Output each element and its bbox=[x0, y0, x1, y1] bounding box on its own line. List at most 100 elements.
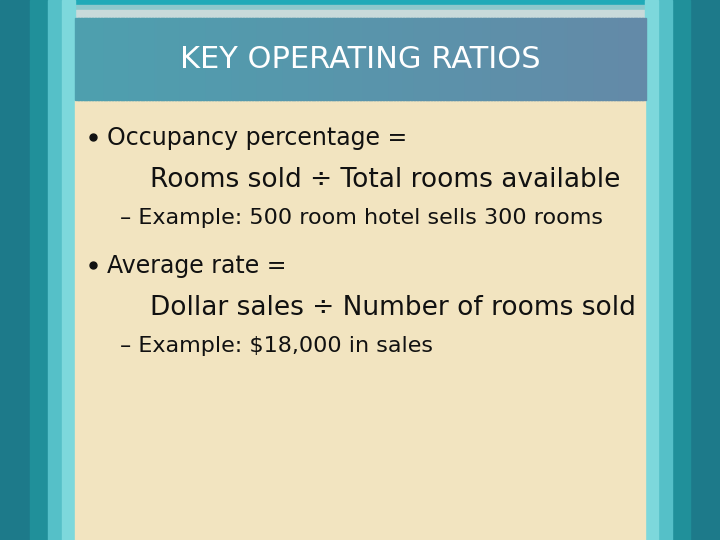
Bar bbox=[269, 18, 273, 100]
Bar bbox=[414, 18, 418, 100]
Bar bbox=[577, 18, 580, 100]
Bar bbox=[323, 18, 327, 100]
Bar bbox=[163, 18, 167, 100]
Bar bbox=[531, 18, 535, 100]
Bar bbox=[369, 18, 372, 100]
Bar bbox=[348, 18, 353, 100]
Bar bbox=[252, 18, 256, 100]
Bar bbox=[351, 18, 355, 100]
Bar bbox=[260, 18, 264, 100]
Bar bbox=[551, 18, 555, 100]
Text: – Example: 500 room hotel sells 300 rooms: – Example: 500 room hotel sells 300 room… bbox=[120, 208, 603, 228]
Bar bbox=[672, 0, 690, 540]
Bar bbox=[505, 18, 509, 100]
Bar bbox=[78, 18, 81, 100]
Bar bbox=[536, 18, 541, 100]
Bar bbox=[75, 18, 79, 100]
Bar bbox=[318, 18, 321, 100]
Bar bbox=[101, 18, 104, 100]
Bar bbox=[616, 18, 621, 100]
Bar bbox=[81, 18, 84, 100]
Bar bbox=[266, 18, 270, 100]
Bar bbox=[217, 18, 221, 100]
Bar bbox=[92, 18, 96, 100]
Bar bbox=[500, 18, 503, 100]
Bar bbox=[366, 18, 369, 100]
Bar bbox=[238, 18, 241, 100]
Bar bbox=[115, 18, 119, 100]
Bar bbox=[548, 18, 552, 100]
Bar bbox=[585, 18, 589, 100]
Bar bbox=[215, 18, 218, 100]
Bar bbox=[277, 18, 282, 100]
Bar bbox=[149, 18, 153, 100]
Text: Average rate =: Average rate = bbox=[107, 254, 287, 278]
Bar bbox=[89, 18, 93, 100]
Bar bbox=[178, 18, 181, 100]
Bar bbox=[613, 18, 618, 100]
Bar bbox=[426, 18, 429, 100]
Bar bbox=[243, 18, 247, 100]
Bar bbox=[554, 18, 558, 100]
Bar bbox=[545, 18, 549, 100]
Bar bbox=[223, 18, 227, 100]
Bar bbox=[634, 18, 637, 100]
Bar bbox=[86, 18, 90, 100]
Bar bbox=[619, 18, 624, 100]
Bar bbox=[357, 18, 361, 100]
Bar bbox=[200, 18, 204, 100]
Bar bbox=[340, 18, 344, 100]
Bar bbox=[542, 18, 546, 100]
Bar bbox=[337, 18, 341, 100]
Bar bbox=[360, 18, 364, 100]
Bar bbox=[212, 18, 216, 100]
Bar bbox=[397, 18, 401, 100]
Bar bbox=[539, 18, 544, 100]
Bar bbox=[428, 18, 432, 100]
Bar bbox=[622, 18, 626, 100]
Bar bbox=[320, 18, 324, 100]
Bar bbox=[232, 18, 235, 100]
Bar bbox=[0, 0, 720, 5]
Bar bbox=[181, 18, 184, 100]
Bar bbox=[386, 18, 390, 100]
Bar bbox=[534, 18, 538, 100]
Bar bbox=[437, 18, 441, 100]
Bar bbox=[582, 18, 586, 100]
Bar bbox=[161, 18, 164, 100]
Bar bbox=[608, 18, 612, 100]
Bar bbox=[523, 18, 526, 100]
Bar bbox=[477, 18, 481, 100]
Bar bbox=[172, 18, 176, 100]
Bar bbox=[468, 18, 472, 100]
Bar bbox=[203, 18, 207, 100]
Bar bbox=[315, 18, 318, 100]
Bar bbox=[354, 18, 358, 100]
Bar bbox=[206, 18, 210, 100]
Bar bbox=[138, 18, 142, 100]
Bar bbox=[121, 18, 125, 100]
Bar bbox=[220, 18, 224, 100]
Bar bbox=[411, 18, 415, 100]
Bar bbox=[471, 18, 475, 100]
Bar bbox=[571, 18, 575, 100]
Bar bbox=[363, 18, 366, 100]
Bar bbox=[568, 18, 572, 100]
Bar bbox=[166, 18, 170, 100]
Bar bbox=[289, 18, 292, 100]
Bar bbox=[431, 18, 435, 100]
Bar bbox=[263, 18, 267, 100]
Bar bbox=[135, 18, 139, 100]
Bar bbox=[249, 18, 253, 100]
Bar bbox=[465, 18, 469, 100]
Bar bbox=[374, 18, 378, 100]
Bar bbox=[480, 18, 484, 100]
Bar bbox=[126, 18, 130, 100]
Bar bbox=[75, 100, 645, 540]
Bar bbox=[300, 18, 304, 100]
Bar bbox=[331, 18, 336, 100]
Bar bbox=[511, 18, 515, 100]
Bar bbox=[520, 18, 523, 100]
Bar bbox=[294, 18, 298, 100]
Bar bbox=[140, 18, 145, 100]
